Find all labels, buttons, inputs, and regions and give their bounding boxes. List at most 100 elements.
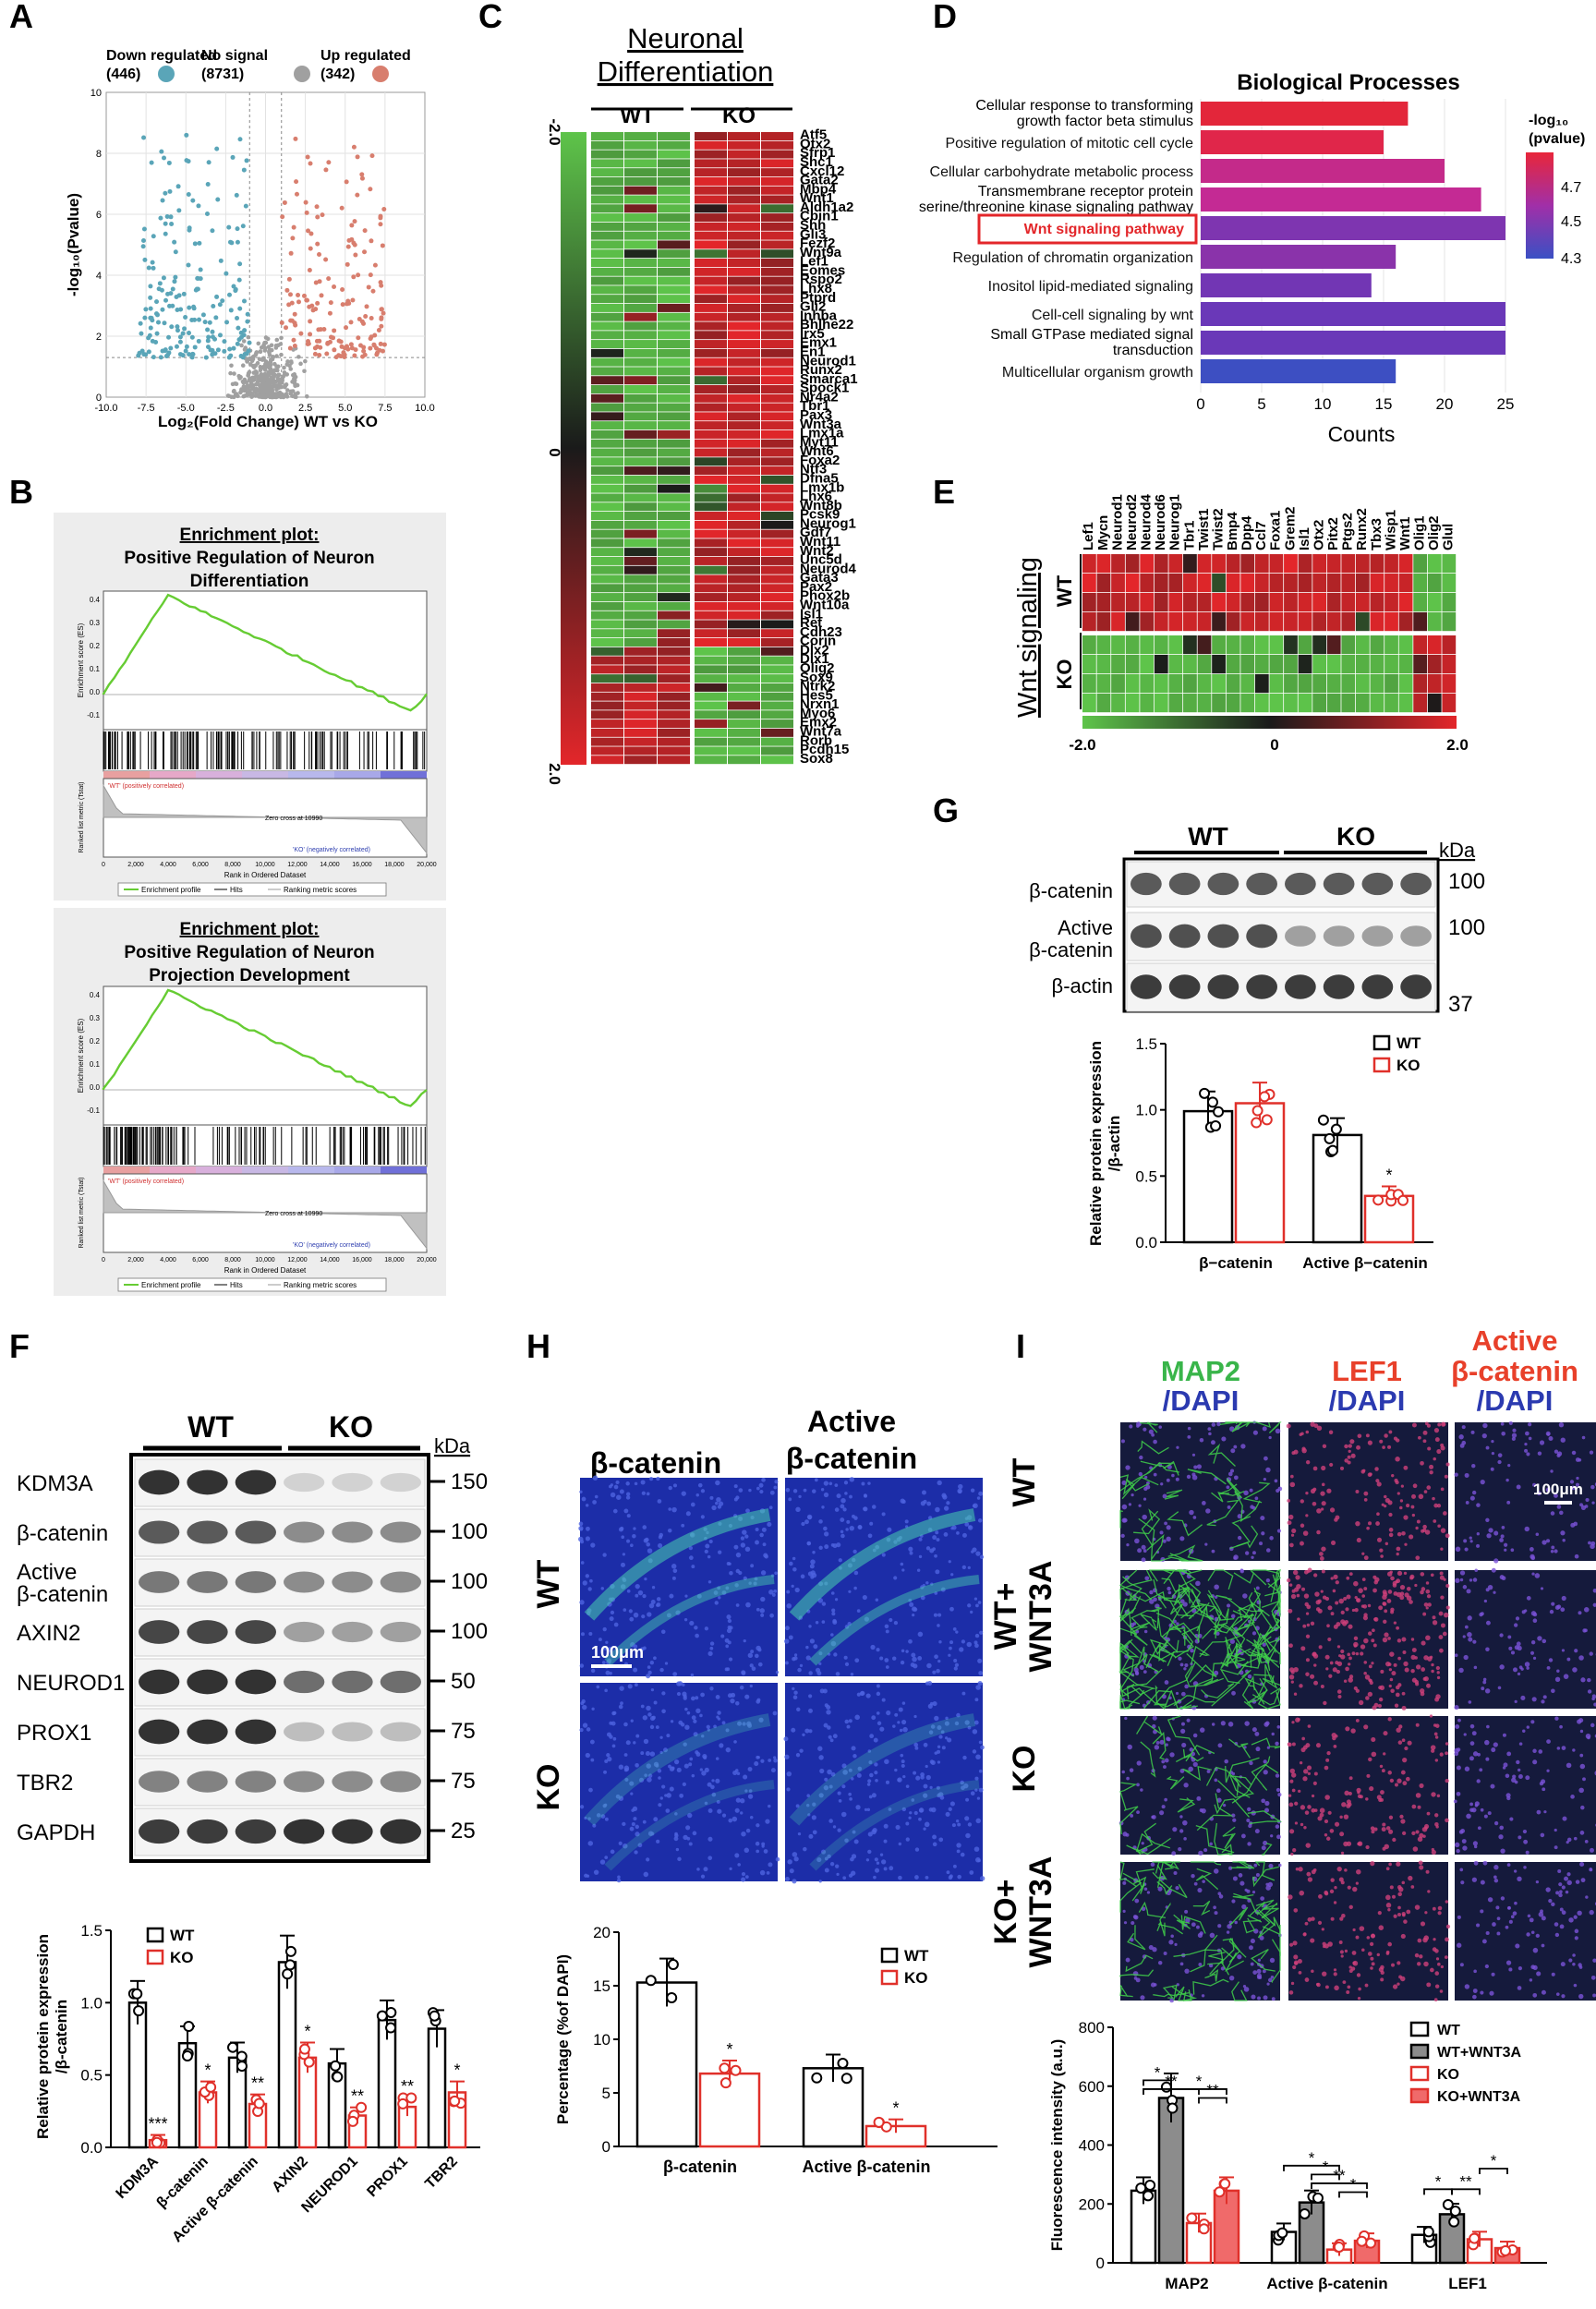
volcano-point: [175, 324, 180, 330]
volcano-point: [359, 175, 365, 181]
micrograph-nucleus: [602, 1553, 607, 1557]
volcano-point: [151, 265, 156, 271]
micrograph-nucleus: [932, 1547, 936, 1551]
wnt-heat-cell: [1427, 612, 1442, 632]
micrograph-nucleus: [1426, 1594, 1432, 1599]
micrograph-nucleus: [1313, 1680, 1319, 1686]
micrograph-nucleus: [1275, 1428, 1281, 1434]
micrograph-nucleus: [1306, 1623, 1311, 1627]
micrograph-nucleus: [1301, 1736, 1305, 1741]
micrograph-nucleus: [1335, 1601, 1339, 1605]
micrograph-nucleus: [1296, 1593, 1300, 1598]
micrograph-nucleus: [1161, 1805, 1166, 1809]
micrograph-nucleus: [1141, 1842, 1144, 1845]
micrograph-nucleus: [1420, 1572, 1425, 1577]
wnt-heat-cell: [1442, 574, 1457, 593]
heatmap-cell: [728, 484, 760, 493]
wnt-heat-cell: [1413, 635, 1428, 655]
micrograph-nucleus: [1453, 1799, 1457, 1804]
micrograph-nucleus: [1505, 1773, 1510, 1778]
bar-point: [282, 1968, 294, 1980]
micrograph-nucleus: [775, 1856, 780, 1862]
micrograph-nucleus: [772, 1711, 778, 1716]
micrograph-nucleus: [695, 1493, 699, 1497]
micrograph-neurite: [1266, 1640, 1281, 1664]
micrograph-nucleus: [976, 1496, 981, 1500]
gsea-rank-strip: [196, 1167, 242, 1174]
bar-y-tick: 10: [593, 2031, 611, 2049]
micrograph-nucleus: [1401, 1530, 1406, 1536]
micrograph-nucleus: [1418, 1435, 1421, 1440]
micrograph-nucleus: [974, 1698, 979, 1702]
micrograph-nucleus: [1467, 1615, 1472, 1621]
micrograph-nucleus: [635, 1734, 640, 1738]
micrograph-nucleus: [970, 1610, 973, 1614]
micrograph-nucleus: [1376, 1512, 1380, 1517]
micrograph-nucleus: [1458, 1667, 1464, 1674]
micrograph-nucleus: [1143, 1629, 1148, 1634]
micrograph-nucleus: [836, 1493, 841, 1499]
micrograph-nucleus: [1526, 1666, 1530, 1670]
micrograph-nucleus: [1483, 1814, 1488, 1819]
volcano-point: [313, 307, 319, 312]
micrograph-nucleus: [624, 1777, 629, 1782]
micrograph-nucleus: [718, 1550, 722, 1554]
micrograph-nucleus: [1382, 1822, 1386, 1827]
micrograph-nucleus: [792, 1686, 795, 1691]
micrograph-neurite: [1178, 1569, 1191, 1574]
bar-point: [151, 2136, 163, 2148]
heatmap-gene-label: Shc1: [800, 154, 833, 170]
volcano-point: [263, 374, 269, 379]
volcano-point: [357, 317, 362, 322]
heatmap-cell: [728, 403, 760, 412]
micrograph-nucleus: [1436, 1671, 1440, 1674]
volcano-point: [272, 368, 277, 373]
micrograph-nucleus: [1180, 1728, 1186, 1734]
micrograph-nucleus: [1439, 1571, 1444, 1576]
micrograph-nucleus: [891, 1656, 897, 1661]
micrograph-nucleus: [647, 1831, 654, 1836]
micrograph-nucleus: [749, 1684, 753, 1688]
volcano-point: [274, 364, 279, 369]
wnt-heat-cell: [1312, 674, 1327, 694]
heatmap-cell: [591, 204, 623, 213]
wnt-heat-cell: [1284, 612, 1298, 632]
volcano-point: [186, 192, 191, 198]
micrograph-nucleus: [1320, 1590, 1324, 1593]
micrograph-nucleus: [1529, 1547, 1534, 1552]
micrograph-neurite: [1262, 1843, 1273, 1856]
micrograph-nucleus: [1497, 1459, 1502, 1465]
heatmap-cell: [658, 367, 690, 376]
micrograph-nucleus: [885, 1665, 889, 1669]
micrograph-nucleus: [1233, 1475, 1239, 1481]
micrograph-nucleus: [1163, 1952, 1167, 1955]
micrograph-neurite: [1120, 1683, 1135, 1700]
volcano-point: [241, 339, 247, 344]
volcano-point: [333, 355, 339, 360]
micrograph-nucleus: [1230, 1448, 1236, 1454]
micrograph-nucleus: [1289, 1481, 1296, 1488]
micrograph-neurite: [1186, 1652, 1217, 1683]
micrograph-nucleus: [938, 1735, 943, 1739]
micrograph-nucleus: [1368, 1521, 1372, 1526]
micrograph-nucleus: [587, 1841, 594, 1846]
micrograph-nucleus: [1141, 1557, 1146, 1563]
micrograph-nucleus: [1520, 1667, 1524, 1671]
micrograph-nucleus: [1376, 1481, 1382, 1487]
micrograph-nucleus: [1531, 1697, 1537, 1702]
micrograph-nucleus: [1275, 1773, 1280, 1778]
micrograph-neurite: [1140, 1741, 1156, 1778]
micrograph-nucleus: [1166, 1478, 1170, 1482]
volcano-point: [306, 338, 311, 344]
volcano-point: [247, 340, 252, 345]
micrograph-nucleus: [1444, 1474, 1448, 1479]
heatmap-cell: [728, 348, 760, 357]
gsea-legend-item: Ranking metric scores: [284, 886, 357, 894]
f-band-label: NEUROD1: [17, 1671, 125, 1696]
micrograph-nucleus: [1593, 1702, 1596, 1707]
micrograph-nucleus: [920, 1775, 925, 1780]
volcano-point: [157, 281, 163, 286]
micrograph-nucleus: [823, 1492, 829, 1498]
volcano-point: [323, 167, 329, 173]
wnt-heat-cell: [1212, 574, 1226, 593]
